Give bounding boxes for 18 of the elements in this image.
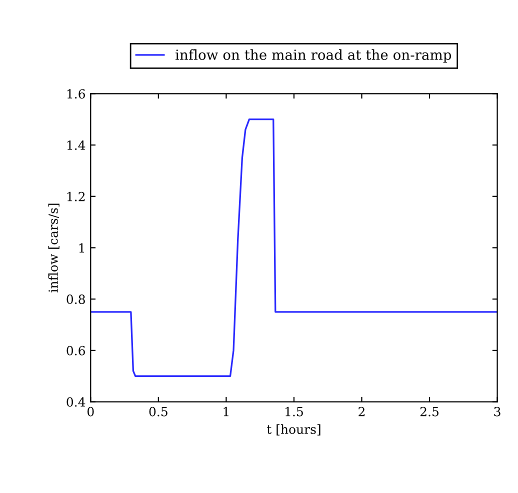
x-tick-label: 2.5 — [420, 406, 438, 416]
legend-label: inflow on the main road at the on-ramp — [176, 49, 452, 63]
x-tick-label: 2 — [358, 406, 364, 416]
x-tick-label: 1 — [224, 406, 228, 416]
x-axis-title: t [hours] — [266, 424, 320, 436]
line-series — [90, 118, 498, 377]
x-tick-label: 0.5 — [149, 406, 168, 416]
y-tick-label: 1 — [79, 243, 84, 252]
y-tick-label: 1.6 — [67, 89, 85, 99]
y-tick-label: 0.6 — [66, 346, 85, 356]
y-axis-title: inflow [cars/s] — [48, 204, 60, 292]
y-tick-label: 1.2 — [67, 192, 85, 202]
y-tick-label: 0.8 — [66, 294, 85, 304]
y-tick-label: 0.4 — [66, 397, 86, 407]
x-tick-label: 0 — [88, 406, 94, 416]
x-tick-label: 1.5 — [286, 406, 303, 416]
x-tick-label: 3 — [494, 406, 500, 416]
y-tick-label: 1.4 — [67, 140, 86, 150]
